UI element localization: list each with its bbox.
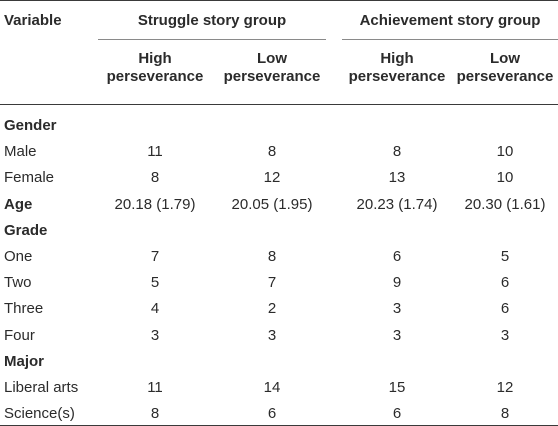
- table-cell: 20.30 (1.61): [464, 196, 546, 213]
- table-cell: 14: [263, 379, 281, 396]
- row-label: Liberal arts: [4, 379, 79, 396]
- table-cell: 11: [147, 143, 163, 160]
- row-label: Two: [4, 274, 32, 291]
- table-cell: 5: [150, 274, 160, 291]
- table-cell: 5: [500, 248, 510, 265]
- row-label: Science(s): [4, 405, 75, 422]
- table-cell: 8: [267, 143, 277, 160]
- table-cell: 3: [392, 327, 402, 344]
- row-label: Four: [4, 327, 35, 344]
- table-cell: 12: [263, 169, 281, 186]
- table-cell: 10: [496, 143, 514, 160]
- row-label: One: [4, 248, 33, 265]
- table-cell: 2: [267, 300, 277, 317]
- group1-underline: [98, 39, 326, 40]
- row-label: Grade: [4, 222, 48, 239]
- table-cell: 20.05 (1.95): [231, 196, 313, 213]
- subheader-struggle-high: High perseverance: [106, 50, 204, 85]
- table-cell: 6: [267, 405, 277, 422]
- table-cell: 20.23 (1.74): [356, 196, 438, 213]
- table-cell: 7: [267, 274, 277, 291]
- subheader-struggle-low: Low perseverance: [223, 50, 321, 85]
- row-label: Gender: [4, 117, 57, 134]
- subheader-achievement-high: High perseverance: [348, 50, 446, 85]
- group2-underline: [342, 39, 558, 40]
- table-cell: 8: [150, 169, 160, 186]
- table-cell: 8: [392, 143, 402, 160]
- table-cell: 10: [496, 169, 514, 186]
- table-top-rule: [0, 0, 558, 1]
- table-cell: 8: [500, 405, 510, 422]
- table-cell: 11: [147, 379, 163, 396]
- table-cell: 9: [392, 274, 402, 291]
- row-label: Major: [4, 353, 45, 370]
- header-struggle-group: Struggle story group: [137, 12, 287, 29]
- row-label: Male: [4, 143, 37, 160]
- table-cell: 13: [388, 169, 406, 186]
- table-cell: 3: [150, 327, 160, 344]
- table-cell: 6: [500, 274, 510, 291]
- table-cell: 3: [500, 327, 510, 344]
- table-cell: 8: [267, 248, 277, 265]
- table-cell: 4: [150, 300, 160, 317]
- table-cell: 20.18 (1.79): [114, 196, 196, 213]
- row-label: Three: [4, 300, 44, 317]
- table-cell: 3: [392, 300, 402, 317]
- header-variable: Variable: [4, 12, 62, 29]
- table-cell: 3: [267, 327, 277, 344]
- subheader-achievement-low: Low perseverance: [456, 50, 554, 85]
- table-cell: 15: [388, 379, 406, 396]
- row-label: Age: [4, 196, 33, 213]
- table-cell: 6: [392, 248, 402, 265]
- table-cell: 6: [500, 300, 510, 317]
- table-cell: 8: [150, 405, 160, 422]
- row-label: Female: [4, 169, 55, 186]
- table-cell: 7: [150, 248, 160, 265]
- header-bottom-rule: [0, 104, 558, 105]
- header-achievement-group: Achievement story group: [359, 12, 541, 29]
- table-cell: 6: [392, 405, 402, 422]
- table-cell: 12: [496, 379, 514, 396]
